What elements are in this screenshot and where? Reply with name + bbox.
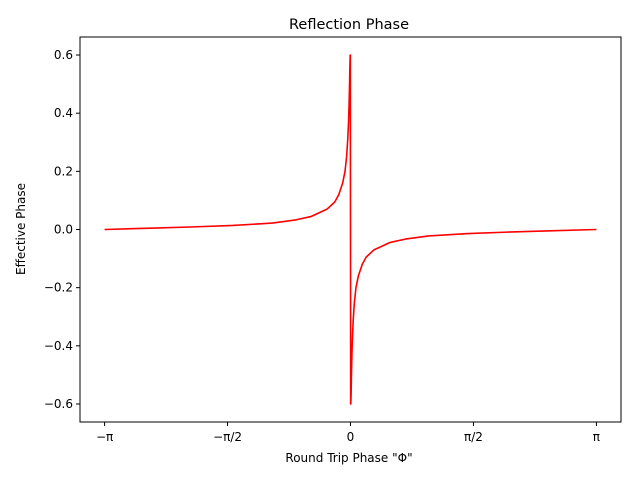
y-tick-label: 0.2 bbox=[54, 164, 73, 178]
y-axis-label: Effective Phase bbox=[14, 183, 28, 275]
x-tick-label: π bbox=[593, 430, 600, 444]
y-axis-ticks: 0.6 0.4 0.2 0.0 −0.2 −0.4 −0.6 bbox=[44, 48, 80, 411]
chart-title: Reflection Phase bbox=[289, 17, 409, 33]
y-tick-label: −0.6 bbox=[44, 397, 73, 411]
y-tick-label: 0.6 bbox=[54, 48, 73, 62]
y-tick-label: −0.4 bbox=[44, 339, 73, 353]
x-tick-label: −π/2 bbox=[213, 430, 242, 444]
x-tick-label: π/2 bbox=[464, 430, 483, 444]
y-tick-label: 0.4 bbox=[54, 106, 73, 120]
x-axis-ticks: −π −π/2 0 π/2 π bbox=[96, 422, 600, 444]
x-axis-label: Round Trip Phase "Φ" bbox=[285, 451, 412, 465]
series-line-0 bbox=[104, 54, 597, 405]
x-tick-label: 0 bbox=[347, 430, 355, 444]
x-tick-label: −π bbox=[96, 430, 113, 444]
y-tick-label: −0.2 bbox=[44, 281, 73, 295]
y-tick-label: 0.0 bbox=[54, 223, 73, 237]
